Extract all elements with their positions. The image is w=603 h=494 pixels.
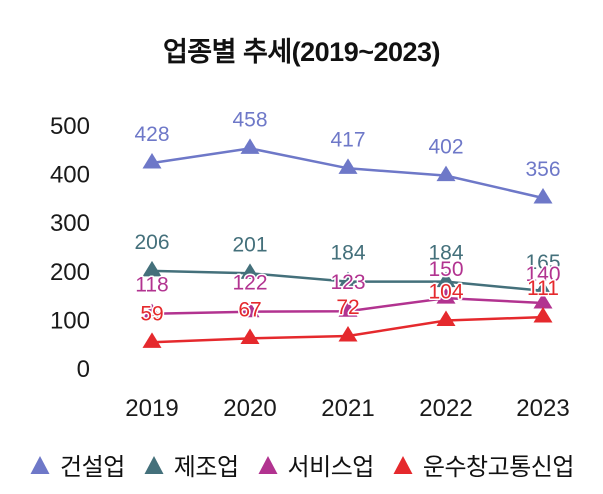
triangle-up-icon: [393, 455, 413, 474]
data-point-label: 59: [140, 302, 163, 325]
line-chart-plot: 0 100 200 300 400 500 2019 2020 2021 2022 2023 428 4…: [50, 107, 570, 422]
triangle-up-marker: [142, 260, 162, 277]
triangle-up-marker: [338, 326, 358, 342]
data-point-label: 140: [525, 263, 560, 286]
legend-item: 서비스업: [257, 447, 374, 482]
triangle-up-marker: [338, 301, 358, 317]
data-point-label: 123: [330, 271, 365, 294]
triangle-up-icon: [144, 455, 164, 474]
legend-label: 건설업: [60, 454, 125, 481]
triangle-up-marker: [338, 271, 358, 288]
x-axis-tick-label: 2020: [223, 395, 276, 422]
triangle-up-marker: [533, 280, 553, 297]
y-axis-tick-label: 100: [50, 307, 90, 334]
legend-label: 서비스업: [287, 454, 375, 481]
triangle-up-marker: [240, 263, 260, 279]
triangle-up-marker: [436, 288, 456, 304]
data-point-label: 150: [428, 258, 463, 281]
data-point-label: 356: [525, 158, 560, 181]
y-axis-tick-label: 400: [50, 162, 90, 189]
chart-title: 업종별 추세(2019~2023): [162, 37, 441, 67]
data-point-label: 104: [428, 281, 463, 304]
data-point-label: 122: [232, 272, 267, 295]
triangle-up-marker: [240, 138, 260, 154]
triangle-up-marker: [142, 332, 162, 348]
triangle-up-marker: [240, 301, 260, 318]
y-axis-tick-label: 200: [50, 259, 90, 286]
data-point-label: 165: [525, 251, 560, 274]
triangle-up-icon: [258, 455, 278, 474]
legend-item: 건설업: [29, 447, 125, 482]
triangle-up-marker: [533, 292, 553, 309]
triangle-up-marker: [338, 158, 358, 174]
triangle-up-icon: [30, 455, 50, 474]
legend-item: 제조업: [143, 447, 239, 482]
triangle-up-marker: [240, 328, 260, 344]
triangle-up-marker: [436, 271, 456, 288]
data-point-label: 111: [527, 277, 559, 300]
data-point-label: 206: [134, 231, 169, 254]
data-point-label: 417: [330, 128, 365, 151]
data-point-label: 402: [428, 136, 463, 159]
data-point-label: 118: [135, 274, 168, 297]
x-axis-tick-label: 2022: [419, 395, 472, 422]
x-axis-tick-label: 2021: [321, 395, 374, 422]
legend-label: 제조업: [173, 454, 239, 481]
triangle-up-marker: [142, 152, 162, 169]
triangle-up-marker: [436, 165, 456, 182]
y-axis-tick-label: 300: [50, 210, 90, 237]
triangle-up-marker: [533, 187, 553, 204]
y-axis-tick-label: 0: [77, 356, 90, 383]
triangle-up-marker: [142, 303, 162, 320]
data-point-label: 201: [232, 233, 267, 256]
data-point-label: 184: [428, 242, 463, 265]
chart-legend: 건설업 제조업 서비스업 운수창고통신업: [0, 447, 603, 482]
y-axis-tick-label: 500: [50, 113, 90, 140]
data-point-label: 67: [238, 298, 261, 321]
legend-label: 운수창고통신업: [422, 454, 575, 481]
x-axis-tick-label: 2019: [125, 395, 178, 422]
data-point-label: 458: [232, 108, 267, 131]
legend-item: 운수창고통신업: [392, 447, 574, 482]
data-point-label: 72: [336, 296, 359, 319]
data-point-label: 428: [134, 123, 169, 146]
triangle-up-marker: [436, 310, 456, 326]
x-axis-tick-label: 2023: [516, 395, 569, 422]
triangle-up-marker: [533, 307, 553, 323]
data-point-label: 184: [330, 242, 365, 265]
